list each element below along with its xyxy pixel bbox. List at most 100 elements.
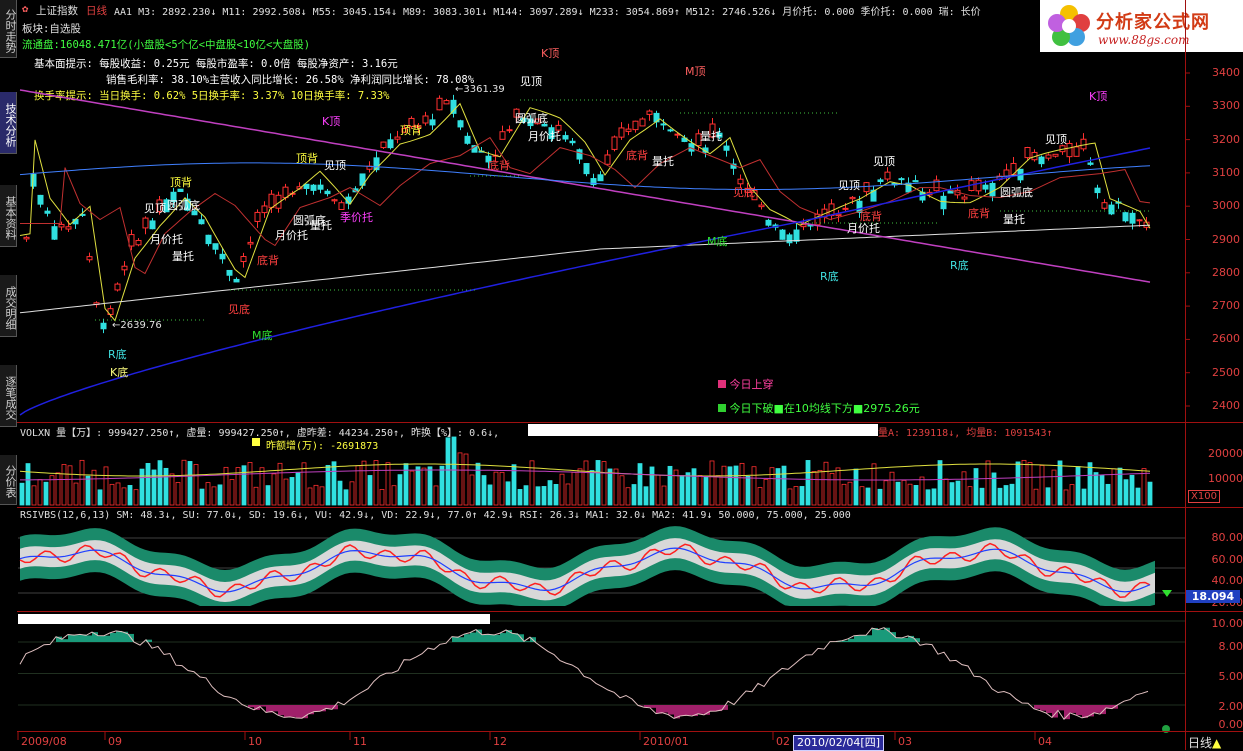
axis-divider — [1185, 0, 1186, 750]
volume-bar — [908, 484, 912, 505]
candle-body — [234, 279, 239, 281]
chart-annotation: 见顶 — [838, 177, 860, 193]
candle-body — [66, 227, 71, 229]
tab-label: 逐笔成交 — [4, 376, 17, 420]
price-axis-label: 3100 — [1190, 166, 1240, 179]
volume-bar — [296, 473, 300, 505]
volume-bar — [344, 490, 348, 505]
candle-body — [591, 179, 596, 185]
down-arrow-icon — [1162, 590, 1172, 597]
tab-label: 成交明细 — [4, 286, 17, 330]
volume-bar — [320, 487, 324, 505]
bottom-fill-low — [680, 705, 686, 716]
bottom-fill-low — [248, 705, 254, 707]
candle-body — [563, 136, 568, 139]
volume-bar — [350, 482, 354, 505]
tab-price-table[interactable]: 分价表 — [0, 455, 17, 505]
volume-bar — [326, 465, 330, 505]
rsi-axis-label: 80.00 — [1186, 531, 1243, 544]
bottom-fill-low — [1112, 705, 1118, 709]
candle-body — [472, 146, 477, 153]
bottom-fill-low — [722, 705, 728, 710]
candle-body — [1004, 170, 1009, 176]
candle-body — [437, 98, 442, 110]
candle-body — [822, 209, 827, 217]
bottom-fill-top — [110, 633, 116, 642]
bottom-fill-low — [704, 705, 710, 715]
bottom-fill-top — [56, 637, 62, 642]
volume-bar — [260, 468, 264, 505]
volume-bar — [872, 464, 876, 505]
volume-ma-line — [20, 470, 1150, 480]
chart-annotation: 见顶 — [324, 157, 346, 173]
site-logo: 分析家公式网 www.88gs.com — [1040, 0, 1243, 52]
volume-bar — [110, 484, 114, 505]
volume-bar — [566, 484, 570, 505]
candle-body — [115, 284, 120, 290]
logo-url: www.88gs.com — [1098, 33, 1189, 47]
tab-tick-trades[interactable]: 逐笔成交 — [0, 365, 17, 427]
volume-bar — [488, 485, 492, 505]
candle-body — [598, 175, 603, 181]
candle-body — [948, 191, 953, 193]
candle-body — [675, 134, 680, 135]
volume-bar — [974, 469, 978, 505]
period-button[interactable]: 日线▲ — [1188, 734, 1221, 751]
tab-label: 基本资料 — [4, 196, 17, 240]
volume-bar — [470, 475, 474, 505]
candle-body — [570, 141, 575, 142]
candle-body — [220, 254, 225, 258]
candle-body — [283, 187, 288, 197]
bottom-fill-low — [260, 705, 266, 707]
rsi-outer-band — [20, 526, 1155, 606]
candle-body — [920, 192, 925, 200]
candle-body — [227, 270, 232, 275]
time-axis-label: 03 — [898, 735, 912, 748]
candle-body — [311, 185, 316, 190]
candle-body — [1130, 213, 1135, 223]
candle-body — [479, 151, 484, 152]
candle-body — [773, 225, 778, 227]
chart-annotation: 底背 — [968, 205, 990, 221]
volume-bar — [50, 476, 54, 505]
tab-intraday[interactable]: 分时走势 — [0, 0, 17, 58]
volume-bar — [218, 485, 222, 505]
legend-swatch — [718, 404, 726, 412]
volume-bar — [62, 464, 66, 505]
volume-bar — [770, 468, 774, 505]
volume-bar — [932, 489, 936, 505]
bottom-fill-top — [98, 636, 104, 642]
bottom-fill-top — [842, 641, 848, 642]
volume-bar — [182, 460, 186, 505]
bottom-fill-low — [272, 705, 278, 711]
volume-bar — [818, 470, 822, 505]
redacted-bar — [528, 424, 878, 436]
volume-bar — [482, 476, 486, 505]
volume-bar — [524, 486, 528, 505]
chart-annotation: K顶 — [322, 113, 340, 129]
candle-body — [458, 121, 463, 127]
volume-bar — [404, 464, 408, 505]
tab-technical-analysis[interactable]: 技术分析 — [0, 92, 17, 154]
volume-bar — [1130, 475, 1134, 505]
volume-bar — [434, 486, 438, 505]
bottom-fill-top — [908, 636, 914, 642]
candle-body — [1102, 203, 1107, 209]
block-label: 板块:自选股 — [22, 21, 81, 36]
tab-trade-details[interactable]: 成交明细 — [0, 275, 17, 337]
bottom-fill-low — [1100, 705, 1106, 714]
candle-body — [213, 244, 218, 250]
candle-body — [38, 195, 43, 204]
candle-body — [682, 138, 687, 141]
volume-bar — [356, 466, 360, 505]
candle-body — [1144, 222, 1149, 227]
flower-logo-icon — [1044, 1, 1094, 51]
candle-body — [1032, 152, 1037, 159]
chart-annotation: 见顶 — [144, 200, 166, 216]
volume-bar — [752, 467, 756, 505]
time-axis-label: 10 — [248, 735, 262, 748]
volume-bar — [1004, 486, 1008, 505]
tab-fundamentals[interactable]: 基本资料 — [0, 185, 17, 247]
candle-body — [892, 183, 897, 185]
